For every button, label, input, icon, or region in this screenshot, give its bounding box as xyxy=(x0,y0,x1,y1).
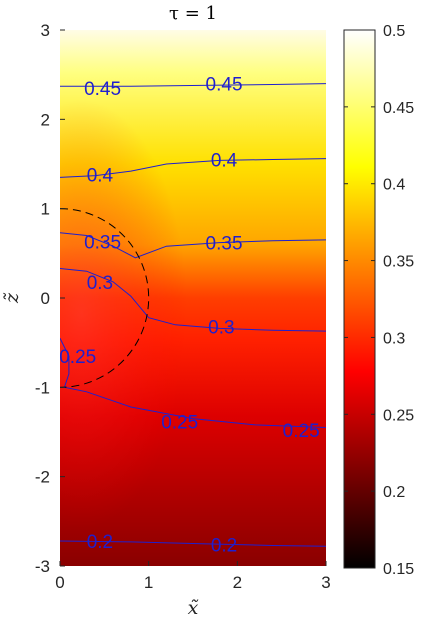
contour-label-5-1: 0.2 xyxy=(211,536,237,557)
contour-lines xyxy=(60,83,326,547)
contour-label-1-1: 0.4 xyxy=(211,151,238,172)
contour-label-4-2: 0.25 xyxy=(283,421,320,442)
x-tick-label-3: 3 xyxy=(321,573,330,592)
contour-label-0-0: 0.45 xyxy=(84,79,121,100)
contour-line-4 xyxy=(60,337,326,428)
colorbar-tick-label-1: 0.45 xyxy=(383,100,414,117)
colorbar-ticks: 0.5 0.45 0.4 0.35 0.3 0.25 0.2 0.15 xyxy=(344,23,414,578)
x-tick-label-0: 0 xyxy=(55,573,64,592)
contour-label-3-0: 0.3 xyxy=(87,273,113,294)
y-tick-label-4: -1 xyxy=(35,378,50,397)
dashed-boundary-circle xyxy=(59,208,149,388)
y-tick-label-1: 2 xyxy=(41,110,50,129)
contour-label-3-1: 0.3 xyxy=(208,318,234,339)
contour-label-0-1: 0.45 xyxy=(206,75,243,96)
contour-line-5 xyxy=(60,540,326,547)
contour-line-2 xyxy=(60,232,326,259)
y-tick-label-0: 3 xyxy=(41,21,50,40)
y-tick-label-6: -3 xyxy=(35,557,50,576)
contour-label-2-1: 0.35 xyxy=(206,234,243,255)
x-tick-label-1: 1 xyxy=(144,573,153,592)
heatmap-hotspot xyxy=(60,30,326,566)
contour-label-4-1: 0.25 xyxy=(161,412,198,433)
x-tick-label-2: 2 xyxy=(233,573,242,592)
contour-line-0 xyxy=(60,83,326,87)
chart-title: τ = 1 xyxy=(169,3,217,24)
colorbar-tick-label-3: 0.35 xyxy=(383,254,414,271)
x-axis: 0 1 2 3 xyxy=(55,561,331,592)
y-tick-label-5: -2 xyxy=(35,468,50,487)
y-axis-label: z̃ xyxy=(1,292,23,304)
contour-line-3 xyxy=(60,268,326,332)
colorbar: 0.5 0.45 0.4 0.35 0.3 0.25 0.2 0.15 xyxy=(343,23,414,578)
colorbar-tick-label-7: 0.15 xyxy=(383,561,414,578)
contour-label-1-0: 0.4 xyxy=(87,166,114,187)
contour-label-4-0: 0.25 xyxy=(59,347,96,368)
colorbar-tick-label-4: 0.3 xyxy=(383,330,405,347)
colorbar-tick-label-2: 0.4 xyxy=(383,177,405,194)
y-tick-label-3: 0 xyxy=(41,289,50,308)
contour-line-1 xyxy=(60,158,326,178)
x-axis-label: x̃ xyxy=(188,597,199,619)
plot-area: 0.45 0.45 0.4 0.4 0.35 0.35 0.3 0.3 0.25 0.25 0.25… xyxy=(59,30,326,566)
colorbar-tick-label-0: 0.5 xyxy=(383,23,405,40)
contour-label-5-0: 0.2 xyxy=(87,532,113,553)
contour-label-2-0: 0.35 xyxy=(84,233,121,254)
colorbar-gradient xyxy=(343,29,376,569)
colorbar-tick-label-5: 0.25 xyxy=(383,407,414,424)
colorbar-tick-label-6: 0.2 xyxy=(383,484,405,501)
contour-label-group: 0.45 0.45 0.4 0.4 0.35 0.35 0.3 0.3 0.25 0.25 0.25… xyxy=(59,75,319,557)
y-tick-label-2: 1 xyxy=(41,200,50,219)
y-axis: 3 2 1 0 -1 -2 -3 xyxy=(35,21,65,576)
